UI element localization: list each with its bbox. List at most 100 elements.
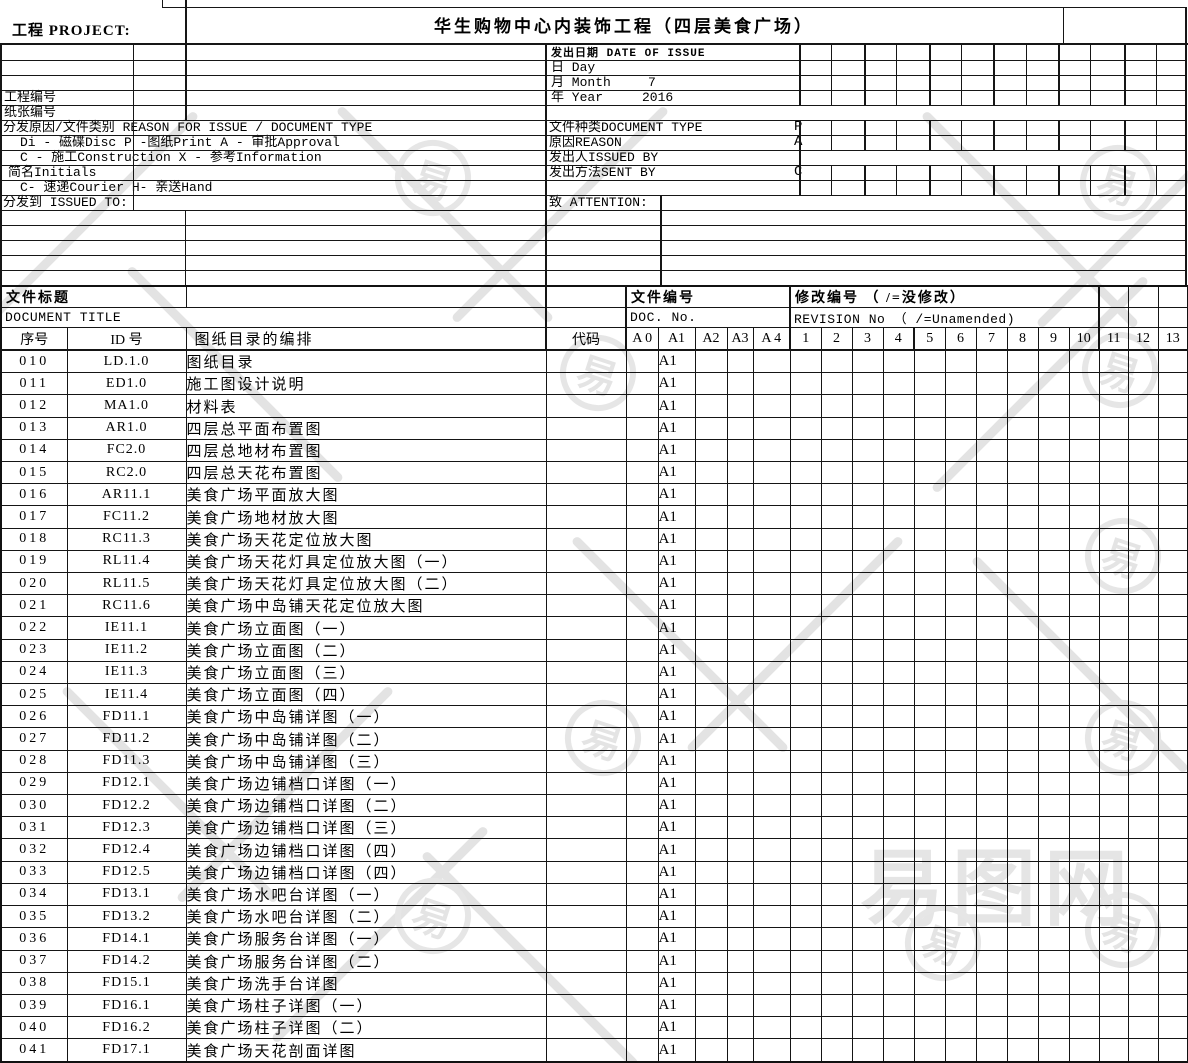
- grid-line: [864, 45, 866, 105]
- paper-no-label: 纸张编号: [4, 104, 57, 119]
- revision-cell: [726, 461, 754, 485]
- doc-id-cell: AR1.0: [66, 416, 187, 440]
- revision-cell: [1098, 594, 1129, 618]
- revision-cell: [726, 927, 754, 951]
- revision-cell: [975, 816, 1008, 840]
- revision-cell: [944, 705, 977, 729]
- doc-title-cell: 美食广场天花剖面详图: [185, 1038, 547, 1063]
- column-header-cell: 序号: [0, 327, 68, 351]
- revision-cell: [975, 394, 1008, 418]
- revision-cell: [1006, 505, 1039, 529]
- revision-cell: [1127, 660, 1159, 685]
- seq-cell: 030: [0, 794, 68, 818]
- revision-cell: [1006, 971, 1039, 995]
- grid-line: [799, 150, 801, 165]
- revision-cell: [820, 572, 853, 596]
- revision-cell: [913, 993, 946, 1018]
- revision-cell: [975, 1038, 1008, 1063]
- revision-cell: [882, 927, 915, 951]
- revision-cell: [752, 461, 791, 485]
- seq-cell: 020: [0, 572, 68, 596]
- doc-no-cn-header: 文件编号: [625, 285, 791, 308]
- revision-cell: [913, 483, 946, 507]
- table-row: 031 FD12.3 美食广场边铺档口详图（三） A1: [0, 816, 1188, 840]
- doc-title-cell: 美食广场立面图（三）: [185, 660, 547, 685]
- revision-cell: [1068, 549, 1100, 574]
- revision-cell: [1098, 816, 1129, 840]
- revision-cell: [694, 882, 728, 907]
- revision-cell: [1127, 905, 1159, 929]
- revision-cell: [1037, 638, 1070, 662]
- revision-cell: [820, 860, 853, 884]
- revision-cell: [1037, 372, 1070, 396]
- code-cell: [545, 527, 627, 551]
- grid-line: [1090, 45, 1091, 105]
- revision-cell: [944, 572, 977, 596]
- revision-cell: [789, 971, 822, 995]
- revision-cell: [820, 882, 853, 907]
- size-a0-cell: [625, 572, 659, 596]
- revision-cell: [975, 372, 1008, 396]
- grid-line: [961, 120, 962, 150]
- revision-cell: [1006, 438, 1039, 463]
- revision-cell: [851, 638, 884, 662]
- size-a0-cell: [625, 527, 659, 551]
- revision-cell: [694, 616, 728, 640]
- revision-cell: [975, 660, 1008, 685]
- revision-cell: [694, 749, 728, 773]
- revision-cell: [1098, 727, 1129, 751]
- revision-cell: [752, 394, 791, 418]
- revision-cell: [882, 949, 915, 973]
- revision-cell: [1127, 882, 1159, 907]
- revision-cell: [975, 594, 1008, 618]
- revision-cell: [1068, 594, 1100, 618]
- revision-cell: [820, 616, 853, 640]
- revision-cell: [1006, 749, 1039, 773]
- size-a1-cell: A1: [657, 860, 696, 884]
- revision-cell: [1006, 993, 1039, 1018]
- revision-cell: [851, 616, 884, 640]
- revision-cell: [1068, 683, 1100, 707]
- grid-line: [660, 195, 662, 285]
- grid-line: [162, 7, 1186, 8]
- revision-cell: [944, 660, 977, 685]
- revision-cell: [694, 1038, 728, 1063]
- revision-cell: [1098, 1038, 1129, 1063]
- revision-cell: [694, 438, 728, 463]
- code-cell: [545, 683, 627, 707]
- code-cell: [545, 927, 627, 951]
- table-row: 025 IE11.4 美食广场立面图（四） A1: [0, 683, 1188, 707]
- revision-cell: [944, 483, 977, 507]
- revision-cell: [1068, 949, 1100, 973]
- revision-cell: [913, 771, 946, 796]
- empty-cell: [1127, 307, 1159, 328]
- doc-title-cell: 美食广场中岛铺详图（三）: [185, 749, 547, 773]
- revision-cell: [1157, 905, 1188, 929]
- revision-cell: [789, 438, 822, 463]
- revision-cell: [1037, 993, 1070, 1018]
- revision-cell: [752, 683, 791, 707]
- column-header-cell: ID 号: [66, 327, 187, 351]
- date-of-issue-header: 发出日期 DATE OF ISSUE: [551, 48, 706, 60]
- revision-cell: [944, 727, 977, 751]
- revision-cell: [913, 816, 946, 840]
- revision-cell: [1037, 927, 1070, 951]
- size-a0-cell: [625, 372, 659, 396]
- revision-cell: [975, 572, 1008, 596]
- revision-cell: [975, 749, 1008, 773]
- revision-cell: [882, 438, 915, 463]
- doc-title-cell: 美食广场水吧台详图（一）: [185, 882, 547, 907]
- revision-cell: [1068, 705, 1100, 729]
- size-a0-cell: [625, 882, 659, 907]
- revision-cell: [820, 993, 853, 1018]
- revision-cell: [944, 372, 977, 396]
- revision-cell: [1098, 572, 1129, 596]
- column-header-cell: 10: [1068, 327, 1100, 351]
- doc-id-cell: AR11.1: [66, 483, 187, 507]
- revision-cell: [1068, 771, 1100, 796]
- revision-cell: [726, 616, 754, 640]
- revision-cell: [726, 660, 754, 685]
- grid-line: [133, 45, 134, 210]
- seq-cell: 036: [0, 927, 68, 951]
